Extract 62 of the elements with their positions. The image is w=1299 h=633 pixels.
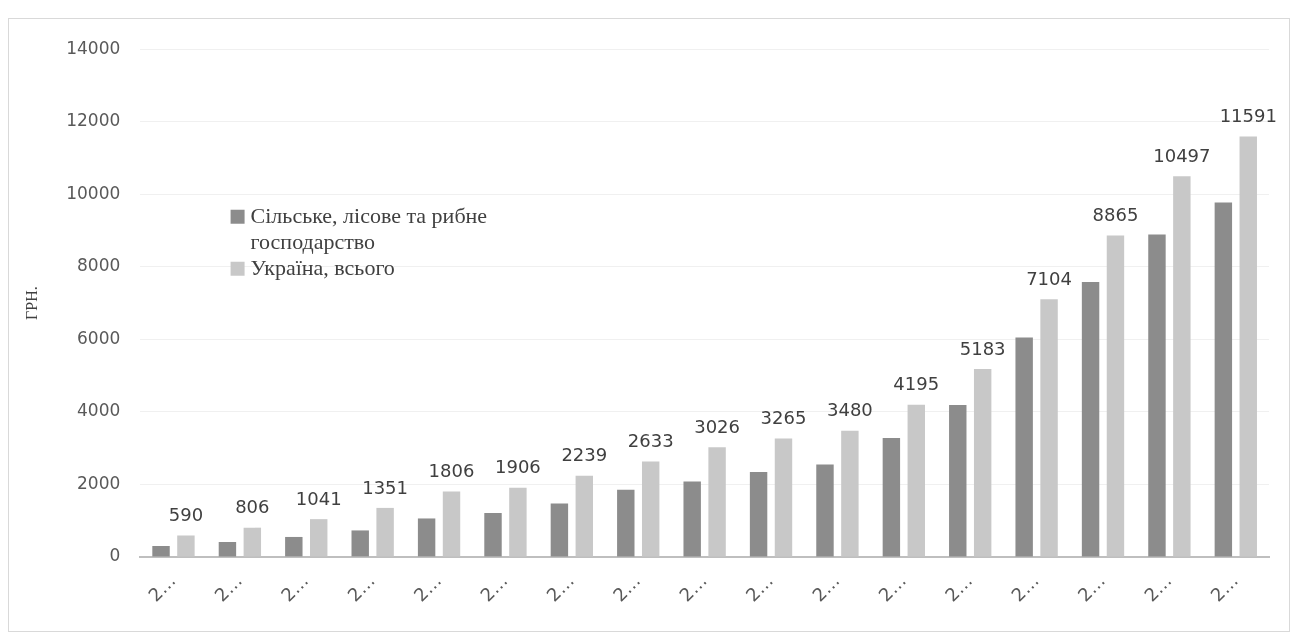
data-label: 1351 — [362, 476, 409, 498]
legend-label: Сільське, лісове та рибне господарство — [250, 202, 488, 254]
x-tick-label: 2… — [940, 569, 977, 606]
x-tick-label: 2… — [807, 569, 844, 606]
x-tick-label: 2… — [542, 569, 578, 606]
bar — [816, 464, 834, 557]
bar — [550, 503, 569, 557]
data-label: 590 — [168, 504, 204, 526]
data-label: 1906 — [495, 456, 541, 478]
bar — [683, 481, 701, 557]
bar — [1081, 282, 1100, 557]
bar — [285, 536, 303, 557]
bar — [749, 472, 768, 557]
x-tick-label: 2… — [874, 569, 910, 606]
data-label: 2633 — [627, 430, 674, 452]
x-tick-label: 2… — [1206, 569, 1242, 606]
bar — [882, 437, 901, 557]
data-label: 7104 — [1026, 267, 1072, 289]
data-label: 1041 — [295, 487, 342, 509]
data-label: 3480 — [826, 399, 873, 421]
x-tick-label: 2… — [1073, 569, 1110, 606]
y-tick-label: 8000 — [77, 255, 121, 276]
bar — [417, 518, 436, 557]
data-label: 2239 — [561, 444, 608, 466]
x-tick-label: 2… — [741, 569, 778, 606]
bar — [351, 530, 369, 557]
data-label: 8865 — [1092, 204, 1139, 226]
bar — [617, 489, 635, 557]
y-tick-label: 12000 — [66, 110, 121, 131]
y-tick-label: 14000 — [66, 37, 121, 58]
x-tick-label: 2… — [143, 569, 180, 606]
y-tick-label: 6000 — [77, 327, 121, 348]
data-label: 3265 — [760, 407, 807, 429]
y-tick-label: 2000 — [77, 472, 121, 493]
x-tick-label: 2… — [409, 569, 446, 606]
x-tick-label: 2… — [1007, 569, 1043, 606]
x-tick-label: 2… — [608, 569, 645, 606]
bar — [484, 513, 502, 557]
x-tick-label: 2… — [475, 569, 512, 606]
y-axis-title: ГРН. — [22, 286, 40, 320]
bar — [152, 546, 170, 557]
x-tick-label: 2… — [1139, 569, 1176, 606]
data-label: 1806 — [428, 460, 475, 482]
data-label: 4195 — [893, 373, 940, 395]
x-tick-label: 2… — [276, 569, 313, 606]
bar — [1148, 234, 1166, 557]
data-label: 10497 — [1153, 144, 1211, 166]
y-tick-label: 10000 — [66, 182, 121, 203]
data-label: 5183 — [959, 337, 1006, 359]
bar — [218, 542, 237, 557]
bar — [1214, 202, 1233, 557]
legend-label: Україна, всього — [250, 254, 395, 280]
bar — [1015, 337, 1033, 557]
bar — [949, 404, 967, 557]
y-tick-label: 0 — [109, 545, 121, 566]
data-label: 3026 — [694, 415, 740, 437]
data-label: 11591 — [1219, 105, 1277, 127]
x-tick-label: 2… — [675, 569, 711, 606]
x-tick-label: 2… — [210, 569, 246, 606]
y-tick-label: 4000 — [77, 400, 121, 421]
x-tick-label: 2… — [343, 569, 379, 606]
data-label: 806 — [235, 496, 270, 518]
